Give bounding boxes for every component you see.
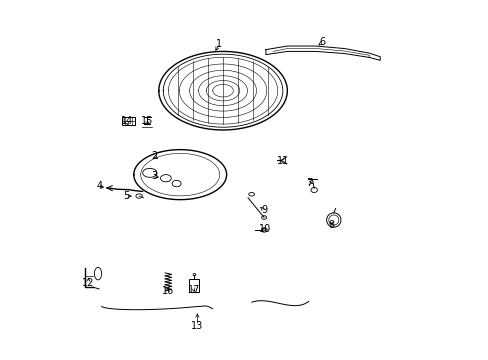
Text: 5: 5 <box>122 191 129 201</box>
Text: 6: 6 <box>319 37 325 48</box>
Text: 8: 8 <box>327 220 333 230</box>
Text: 4: 4 <box>97 181 102 192</box>
Text: 16: 16 <box>161 287 173 296</box>
Text: 11: 11 <box>276 156 288 166</box>
Text: 13: 13 <box>191 321 203 331</box>
Text: 1: 1 <box>216 39 222 49</box>
Text: 10: 10 <box>259 224 271 234</box>
Text: 2: 2 <box>151 151 157 161</box>
Text: 17: 17 <box>187 285 200 295</box>
Bar <box>189 279 199 292</box>
Text: 15: 15 <box>141 116 153 126</box>
Text: 3: 3 <box>151 171 157 181</box>
Text: 12: 12 <box>82 278 94 288</box>
Text: 9: 9 <box>261 205 266 215</box>
Bar <box>122 117 135 125</box>
Text: 7: 7 <box>306 178 312 188</box>
Text: 14: 14 <box>120 116 132 126</box>
